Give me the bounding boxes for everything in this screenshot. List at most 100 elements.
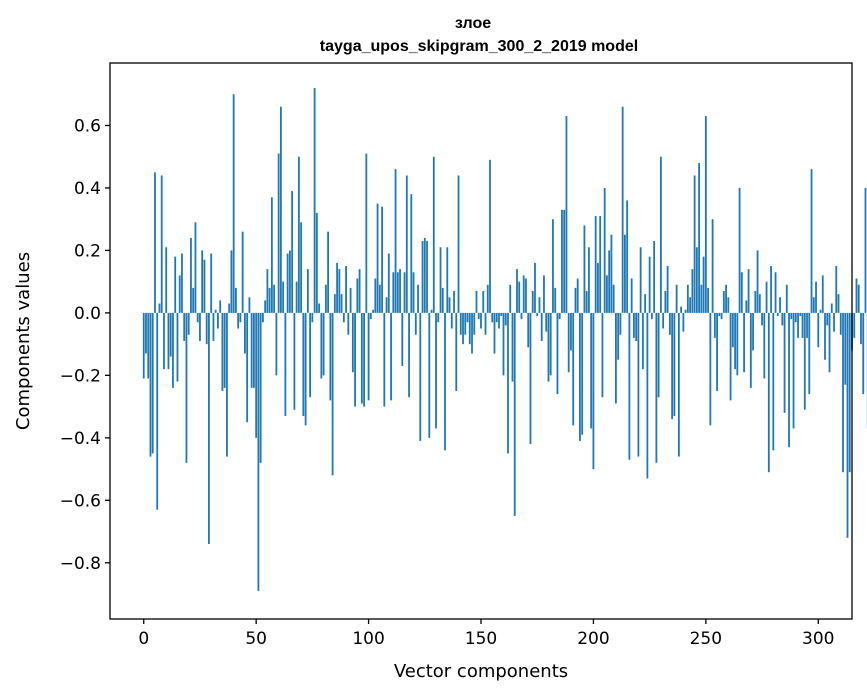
bar [819, 309, 822, 313]
bar [668, 312, 671, 335]
bar [570, 312, 572, 351]
y-tick-label: −0.4 [60, 429, 101, 449]
bar [826, 312, 829, 326]
bar [644, 294, 647, 313]
bar [633, 312, 635, 338]
bar [558, 312, 561, 320]
bar [763, 312, 766, 379]
bar [711, 219, 714, 313]
bar [725, 284, 727, 313]
bar [842, 312, 844, 473]
x-tick-label: 300 [802, 629, 834, 649]
bar [482, 291, 485, 313]
bar [648, 256, 651, 313]
bar [219, 300, 222, 313]
bar [743, 312, 745, 373]
bar [336, 262, 338, 313]
bar [468, 312, 471, 345]
bar [268, 287, 271, 313]
bar [552, 219, 554, 313]
bar [300, 222, 303, 313]
bar [736, 312, 739, 376]
bar [720, 312, 723, 320]
bar [212, 312, 215, 341]
bar [255, 312, 258, 438]
bar [367, 312, 370, 401]
bar [563, 209, 566, 313]
bar [178, 275, 181, 313]
bar [196, 312, 199, 323]
bar [387, 253, 390, 313]
bar [266, 269, 269, 313]
y-tick-label: 0.0 [74, 304, 101, 324]
bar [286, 253, 289, 313]
bar [583, 225, 586, 313]
bar [453, 291, 455, 313]
bar [684, 309, 687, 313]
bar [790, 312, 793, 320]
bar [525, 278, 527, 313]
y-tick-label: 0.4 [74, 179, 101, 199]
bar [363, 312, 365, 407]
bar [626, 200, 629, 313]
bar [761, 312, 763, 326]
bar [421, 241, 424, 313]
bar [295, 281, 298, 313]
bar [581, 312, 584, 435]
bar [381, 206, 383, 313]
bar [608, 250, 611, 313]
bar [707, 287, 709, 313]
bar [358, 269, 361, 313]
bar [846, 312, 849, 538]
x-tick-label: 100 [352, 629, 384, 649]
bar [302, 312, 305, 416]
bar [774, 272, 777, 313]
bar [165, 247, 168, 313]
bar [772, 312, 775, 451]
bar [322, 312, 325, 376]
bar [653, 241, 656, 313]
bar-series [142, 87, 867, 591]
bar [351, 312, 354, 373]
bar [248, 297, 251, 313]
bar [585, 291, 588, 313]
bar [480, 312, 482, 329]
bar [163, 312, 165, 370]
bar [473, 312, 476, 335]
x-axis-ticks: 0 50 100 150 200 250 300 [138, 619, 834, 649]
bar [493, 312, 496, 354]
bar [538, 297, 541, 313]
bar [464, 312, 467, 335]
bar [572, 312, 575, 426]
bar [444, 312, 446, 451]
bar [686, 284, 689, 313]
bar [864, 187, 867, 313]
bar [543, 275, 545, 313]
bar [621, 106, 624, 313]
bar [603, 187, 606, 313]
bar [338, 269, 341, 313]
bar [354, 312, 356, 407]
bar [520, 312, 523, 320]
bar [824, 312, 826, 360]
bar [691, 269, 694, 313]
bar [417, 284, 419, 313]
bar [154, 172, 156, 313]
bar [466, 312, 469, 323]
bar [671, 312, 674, 420]
bar [709, 312, 712, 426]
bar [677, 312, 680, 457]
chart-title-line2: tayga_upos_skipgram_300_2_2019 model [320, 38, 638, 55]
bar [419, 312, 422, 441]
bar [228, 303, 231, 313]
bar [554, 287, 557, 313]
bar [561, 209, 563, 313]
bar [545, 312, 548, 332]
bar [288, 250, 291, 313]
x-tick-label: 250 [690, 629, 722, 649]
bar [331, 312, 334, 476]
bar [282, 281, 285, 313]
bar [273, 284, 276, 313]
bar [320, 312, 323, 379]
bar [410, 194, 413, 313]
